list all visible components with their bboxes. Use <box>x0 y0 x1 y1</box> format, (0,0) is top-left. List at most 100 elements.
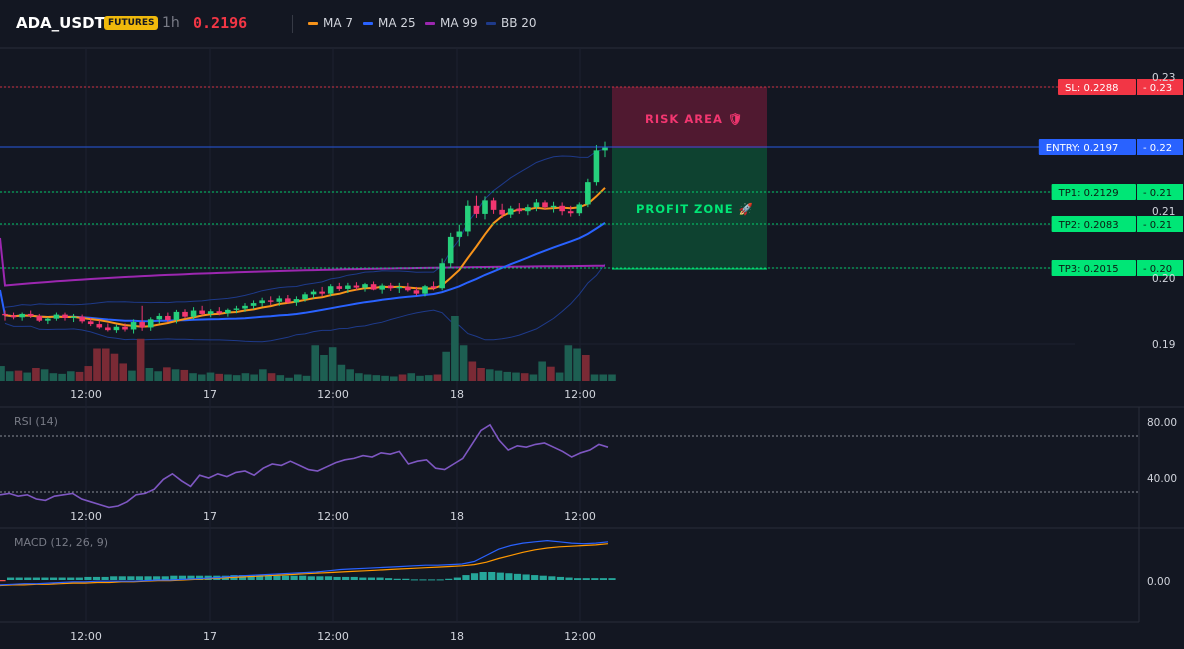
time-tick: 17 <box>203 630 217 643</box>
axis-tag-text-4: - 0.20 <box>1143 264 1172 275</box>
macd-hist-bar <box>316 576 324 580</box>
volume-bar <box>424 375 433 381</box>
level-tag-text-1: ENTRY: 0.2197 <box>1046 143 1119 154</box>
candle-body <box>45 318 51 321</box>
axis-tag-bg-4 <box>1137 260 1183 276</box>
level-tag-bg-3 <box>1051 216 1136 232</box>
volume-bar <box>49 373 58 381</box>
volume-bar <box>101 348 110 381</box>
timeframe-label[interactable]: 1h <box>162 15 180 31</box>
axis-tag-bg-3 <box>1137 216 1183 232</box>
volume-bar <box>442 351 450 381</box>
level-tag-bg-1 <box>1038 139 1136 155</box>
axis-tag-text-2: - 0.21 <box>1143 188 1172 199</box>
volume-bar <box>477 368 485 381</box>
time-axes: 12:00 17 12:00 18 12:00 12:00 17 12:00 18 12:00 12… <box>70 388 596 643</box>
candle-body <box>216 311 223 314</box>
macd-hist-bar <box>479 572 487 580</box>
macd-hist-bar <box>470 573 479 580</box>
macd-hist-bar <box>419 579 427 581</box>
macd-hist-bar <box>574 578 582 580</box>
volume-bar <box>189 373 197 381</box>
macd-hist-bar <box>522 574 530 580</box>
candle-body <box>207 311 214 314</box>
volume-bar <box>136 338 145 381</box>
legend-ma25[interactable]: MA 25 <box>363 16 416 30</box>
macd-hist-bar <box>359 577 367 580</box>
macd-hist-bar <box>15 577 23 580</box>
candle-body <box>473 205 480 214</box>
candle-body <box>516 208 523 212</box>
axis-tag-text-0: - 0.23 <box>1143 83 1172 94</box>
legend-bb20[interactable]: BB 20 <box>486 16 537 30</box>
level-tag-text-0: SL: 0.2288 <box>1065 83 1118 94</box>
candle-body <box>327 286 334 294</box>
volume-bar <box>206 372 215 381</box>
volume-bar <box>250 374 258 381</box>
volume-bar <box>503 371 512 381</box>
trade-zones: RISK AREA 🛡 PROFIT ZONE 🚀 <box>612 87 767 270</box>
legend-ma7[interactable]: MA 7 <box>308 16 353 30</box>
macd-hist-bar <box>599 578 608 580</box>
macd-hist-bar <box>32 577 40 580</box>
price-axis[interactable]: 0.23 0.21 0.20 0.19 <box>1152 72 1175 351</box>
time-tick: 12:00 <box>70 630 102 643</box>
volume-bar <box>302 375 311 381</box>
candle-body <box>70 316 77 318</box>
ma25-line <box>0 222 606 323</box>
volume-bar <box>224 374 232 381</box>
price-tick: 0.23 <box>1152 72 1175 84</box>
volume-bar <box>459 345 468 381</box>
volume-bar <box>372 375 381 381</box>
symbol-title[interactable]: ADA_USDT <box>16 14 105 32</box>
price-tick: 0.21 <box>1152 206 1175 218</box>
volume-bar <box>197 374 206 381</box>
volume-bar <box>398 374 407 381</box>
macd-hist-bar <box>110 576 118 580</box>
candle-body <box>293 299 300 303</box>
candle-body <box>550 205 557 208</box>
macd-hist-bar <box>84 576 92 580</box>
legend-swatch-bb20 <box>486 21 496 25</box>
candle-body <box>542 202 548 208</box>
volume-bar <box>58 373 66 381</box>
rsi-title: RSI (14) <box>14 415 58 428</box>
macd-hist-bar <box>608 578 616 580</box>
candle-body <box>525 207 531 212</box>
volume-bar <box>520 373 529 381</box>
macd-hist-bar <box>135 576 144 580</box>
volume-bar <box>590 374 599 381</box>
macd-title: MACD (12, 26, 9) <box>14 536 108 549</box>
candle-body <box>173 311 180 321</box>
volume-bar <box>608 374 616 381</box>
candle-body <box>559 205 565 212</box>
candle-body <box>379 285 385 290</box>
macd-hist-bar <box>582 578 590 580</box>
legend-ma99[interactable]: MA 99 <box>425 16 478 30</box>
candle-body <box>439 263 445 289</box>
macd-hist-bar <box>505 573 513 580</box>
macd-hist-bar <box>513 573 522 580</box>
candle-body <box>336 286 343 289</box>
candle-body <box>413 290 420 294</box>
volume-bar <box>468 361 477 381</box>
profit-zone-label: PROFIT ZONE 🚀 <box>636 202 754 216</box>
macd-hist-bar <box>307 576 315 580</box>
level-tag-bg-0 <box>1058 79 1136 95</box>
macd-hist-bar <box>299 575 307 580</box>
time-tick: 17 <box>203 510 217 523</box>
volume-bar <box>494 370 503 381</box>
price-tick: 0.20 <box>1152 273 1175 285</box>
candle-body <box>276 298 283 302</box>
candle-body <box>430 286 437 289</box>
volume-bar <box>320 355 328 381</box>
bb-lower <box>4 263 606 343</box>
candle-body <box>456 231 463 237</box>
volume-bar <box>259 369 267 381</box>
macd-hist-bar <box>67 577 75 580</box>
volume-bar <box>241 373 250 381</box>
macd-hist-bar <box>75 577 83 580</box>
macd-tick-zero: 0.00 <box>1147 576 1170 588</box>
volume-bar <box>433 374 442 381</box>
